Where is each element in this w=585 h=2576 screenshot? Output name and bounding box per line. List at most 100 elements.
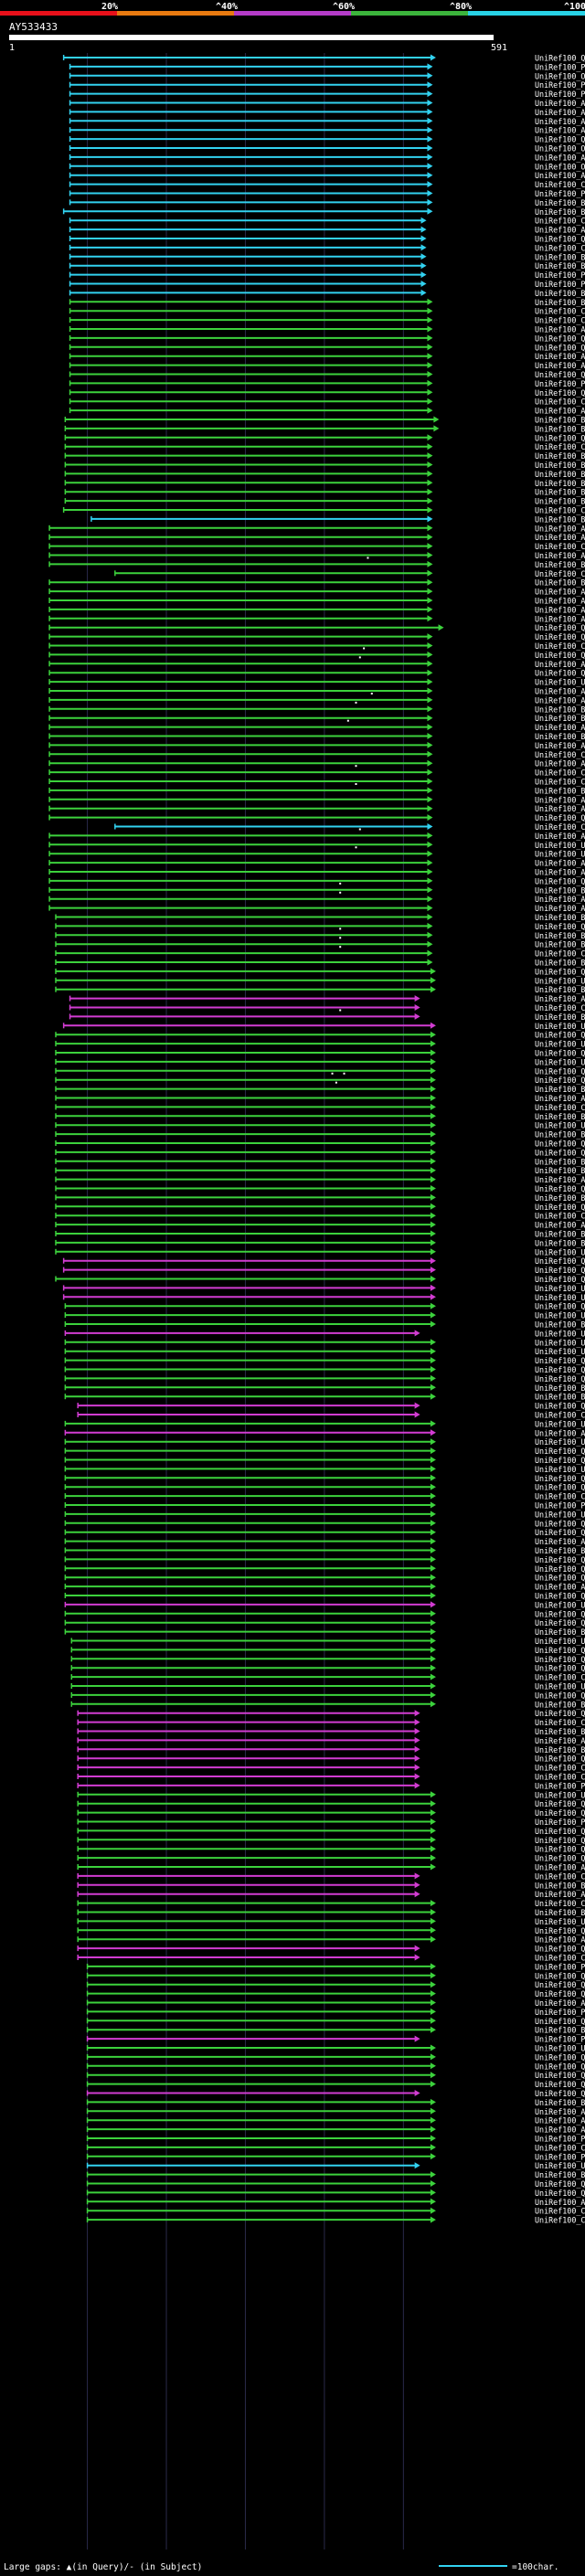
hit-label[interactable]: UniRef100_A9NMF6: [535, 759, 585, 769]
hit-row[interactable]: UniRef100_Q0V9P6: [55, 1148, 585, 1157]
hit-row[interactable]: UniRef100_C6T218: [114, 822, 585, 832]
hit-label[interactable]: UniRef100_C4GF26: [535, 1764, 585, 1773]
hit-label[interactable]: UniRef100_B6TKX4: [535, 451, 585, 461]
hit-row[interactable]: UniRef100_Q9BZT1: [77, 1945, 585, 1954]
hit-row[interactable]: UniRef100_B4CZW8: [64, 1320, 585, 1330]
hit-row[interactable]: UniRef100_UP1000...: [64, 1419, 585, 1428]
hit-label[interactable]: UniRef100_B6U3U9: [535, 497, 585, 506]
hit-label[interactable]: UniRef100_Q81RR0: [535, 1754, 585, 1764]
hit-row[interactable]: UniRef100_A9NGP8: [48, 795, 585, 804]
hit-row[interactable]: UniRef100_C7ZIF4: [86, 2207, 585, 2216]
hit-label[interactable]: UniRef100_UP1000...: [535, 1682, 585, 1691]
hit-row[interactable]: UniRef100_P59527: [69, 80, 585, 90]
hit-label[interactable]: UniRef100_UP1000...: [535, 850, 585, 859]
hit-label[interactable]: UniRef100_Q6H327: [535, 669, 585, 678]
hit-row[interactable]: UniRef100_C5T0B6: [69, 180, 585, 189]
hit-row[interactable]: UniRef100_Q1HH51: [64, 1365, 585, 1374]
hit-row[interactable]: UniRef100_C8VLJ2: [77, 1899, 585, 1908]
hit-row[interactable]: UniRef100_P00167: [86, 2008, 585, 2017]
hit-row[interactable]: UniRef100_O04354: [69, 144, 585, 154]
hit-row[interactable]: UniRef100_B6U564: [64, 461, 585, 470]
hit-row[interactable]: UniRef100_UP1000...: [64, 1437, 585, 1447]
hit-row[interactable]: UniRef100_C4HHS7: [48, 769, 585, 778]
hit-label[interactable]: UniRef100_A9PCQ4: [535, 171, 585, 180]
hit-label[interactable]: UniRef100_P04166: [535, 1818, 585, 1827]
hit-row[interactable]: UniRef100_Q45ICO: [64, 1356, 585, 1365]
hit-row[interactable]: UniRef100_P00174: [64, 1501, 585, 1511]
hit-row[interactable]: UniRef100_A6PI03: [64, 1583, 585, 1592]
hit-label[interactable]: UniRef100_C5WVD0: [535, 398, 585, 407]
hit-label[interactable]: UniRef100_A9PFA3: [535, 994, 585, 1003]
hit-row[interactable]: UniRef100_B4QT82: [55, 1193, 585, 1203]
hit-row[interactable]: UniRef100_B5XNN2: [86, 2170, 585, 2179]
hit-row[interactable]: UniRef100_B6SN19: [64, 424, 585, 433]
hit-row[interactable]: UniRef100_P49700: [69, 189, 585, 198]
hit-label[interactable]: UniRef100_A6RH15: [535, 2107, 585, 2116]
hit-label[interactable]: UniRef100_B6TVQ5: [535, 959, 585, 968]
hit-label[interactable]: UniRef100_P56395: [535, 2035, 585, 2044]
hit-label[interactable]: UniRef100_UP1000...: [535, 2044, 585, 2053]
hit-label[interactable]: UniRef100_Q86GH4: [535, 1926, 585, 1935]
hit-row[interactable]: UniRef100_Q2R9Y1: [55, 1049, 585, 1058]
hit-row[interactable]: UniRef100_A9NRA2: [48, 832, 585, 841]
hit-row[interactable]: UniRef100_Q16U40: [77, 1845, 585, 1854]
hit-row[interactable]: UniRef100_C6HSQ0: [86, 2216, 585, 2225]
hit-row[interactable]: UniRef100_Q86GH4: [77, 1926, 585, 1935]
hit-label[interactable]: UniRef100_C5P6Z0: [535, 1871, 585, 1881]
hit-label[interactable]: UniRef100_A9P959: [535, 533, 585, 542]
hit-row[interactable]: UniRef100_C4JVH5: [77, 1718, 585, 1727]
hit-row[interactable]: UniRef100_Q3TN44: [64, 1574, 585, 1583]
hit-label[interactable]: UniRef100_C6HSQ0: [535, 2216, 585, 2225]
hit-row[interactable]: UniRef100_A9EE60: [69, 361, 585, 370]
hit-label[interactable]: UniRef100_A9E906: [535, 741, 585, 750]
hit-label[interactable]: UniRef100_C6SXT0: [535, 307, 585, 316]
hit-row[interactable]: UniRef100_B4J6Y8: [55, 1112, 585, 1121]
hit-row[interactable]: UniRef100_A9PDD4: [48, 588, 585, 597]
hit-row[interactable]: UniRef100_O24651: [69, 71, 585, 80]
hit-row[interactable]: UniRef100_C6SZZ3: [48, 542, 585, 551]
hit-row[interactable]: UniRef100_B9RWM4: [90, 514, 585, 524]
hit-row[interactable]: UniRef100_B4FPX0: [69, 252, 585, 261]
hit-label[interactable]: UniRef100_A9NS90: [535, 226, 585, 235]
hit-label[interactable]: UniRef100_Q3TN44: [535, 1574, 585, 1583]
hit-label[interactable]: UniRef100_Q5ARW4: [535, 2062, 585, 2071]
hit-label[interactable]: UniRef100_B7FGY0: [535, 578, 585, 588]
hit-row[interactable]: UniRef100_A9NRJ5: [48, 660, 585, 669]
hit-row[interactable]: UniRef100_A8UBA9: [64, 1537, 585, 1546]
hit-row[interactable]: UniRef100_UP1000...: [55, 976, 585, 985]
hit-row[interactable]: UniRef100_Q5ARW4: [86, 2062, 585, 2071]
hit-row[interactable]: UniRef100_Q5Y9L2: [69, 135, 585, 144]
hit-row[interactable]: UniRef100_B9GUW7: [48, 705, 585, 714]
hit-label[interactable]: UniRef100_C4R7P9: [535, 1411, 585, 1420]
hit-label[interactable]: UniRef100_Q01816: [535, 2017, 585, 2026]
hit-row[interactable]: UniRef100_B9GBM5: [64, 416, 585, 425]
hit-label[interactable]: UniRef100_C5DQ75: [535, 1212, 585, 1221]
hit-label[interactable]: UniRef100_B6UEM1: [535, 488, 585, 497]
hit-label[interactable]: UniRef100_P49696: [535, 1781, 585, 1790]
hit-row[interactable]: UniRef100_Q337B3: [48, 651, 585, 660]
hit-label[interactable]: UniRef100_A0RQJ9: [535, 2116, 585, 2125]
hit-row[interactable]: UniRef100_Q9FEW8: [48, 876, 585, 885]
hit-label[interactable]: UniRef100_A9PDD4: [535, 588, 585, 597]
hit-label[interactable]: UniRef100_B3S6U7: [535, 1085, 585, 1094]
hit-row[interactable]: UniRef100_Q9QWT2: [62, 54, 585, 63]
hit-label[interactable]: UniRef100_Q5A1G0: [535, 1256, 585, 1266]
hit-row[interactable]: UniRef100_C4R7P9: [77, 1411, 585, 1420]
hit-row[interactable]: UniRef100_B6U3U9: [64, 497, 585, 506]
hit-label[interactable]: UniRef100_A9PIA9: [535, 551, 585, 560]
hit-row[interactable]: UniRef100_Q17G37: [86, 1980, 585, 1989]
hit-row[interactable]: UniRef100_C5Y7R8: [48, 750, 585, 759]
hit-row[interactable]: UniRef100_Q6BYZ7: [55, 1203, 585, 1212]
hit-row[interactable]: UniRef100_UP1000...: [64, 1347, 585, 1356]
hit-label[interactable]: UniRef100_UP1000...: [535, 1600, 585, 1609]
hit-row[interactable]: UniRef100_B9TF27: [55, 985, 585, 994]
hit-label[interactable]: UniRef100_B6U564: [535, 461, 585, 470]
hit-row[interactable]: UniRef100_Q7ZZ75: [64, 1302, 585, 1311]
hit-row[interactable]: UniRef100_A6RH15: [86, 2107, 585, 2116]
hit-row[interactable]: UniRef100_UP1000...: [48, 850, 585, 859]
hit-label[interactable]: UniRef100_B6SN19: [535, 424, 585, 433]
hit-label[interactable]: UniRef100_Q6ZWV4: [535, 632, 585, 641]
hit-label[interactable]: UniRef100_B6UIN2: [535, 931, 585, 940]
hit-label[interactable]: UniRef100_A8J8L3: [535, 723, 585, 732]
hit-row[interactable]: UniRef100_UP1000...: [64, 1329, 585, 1338]
